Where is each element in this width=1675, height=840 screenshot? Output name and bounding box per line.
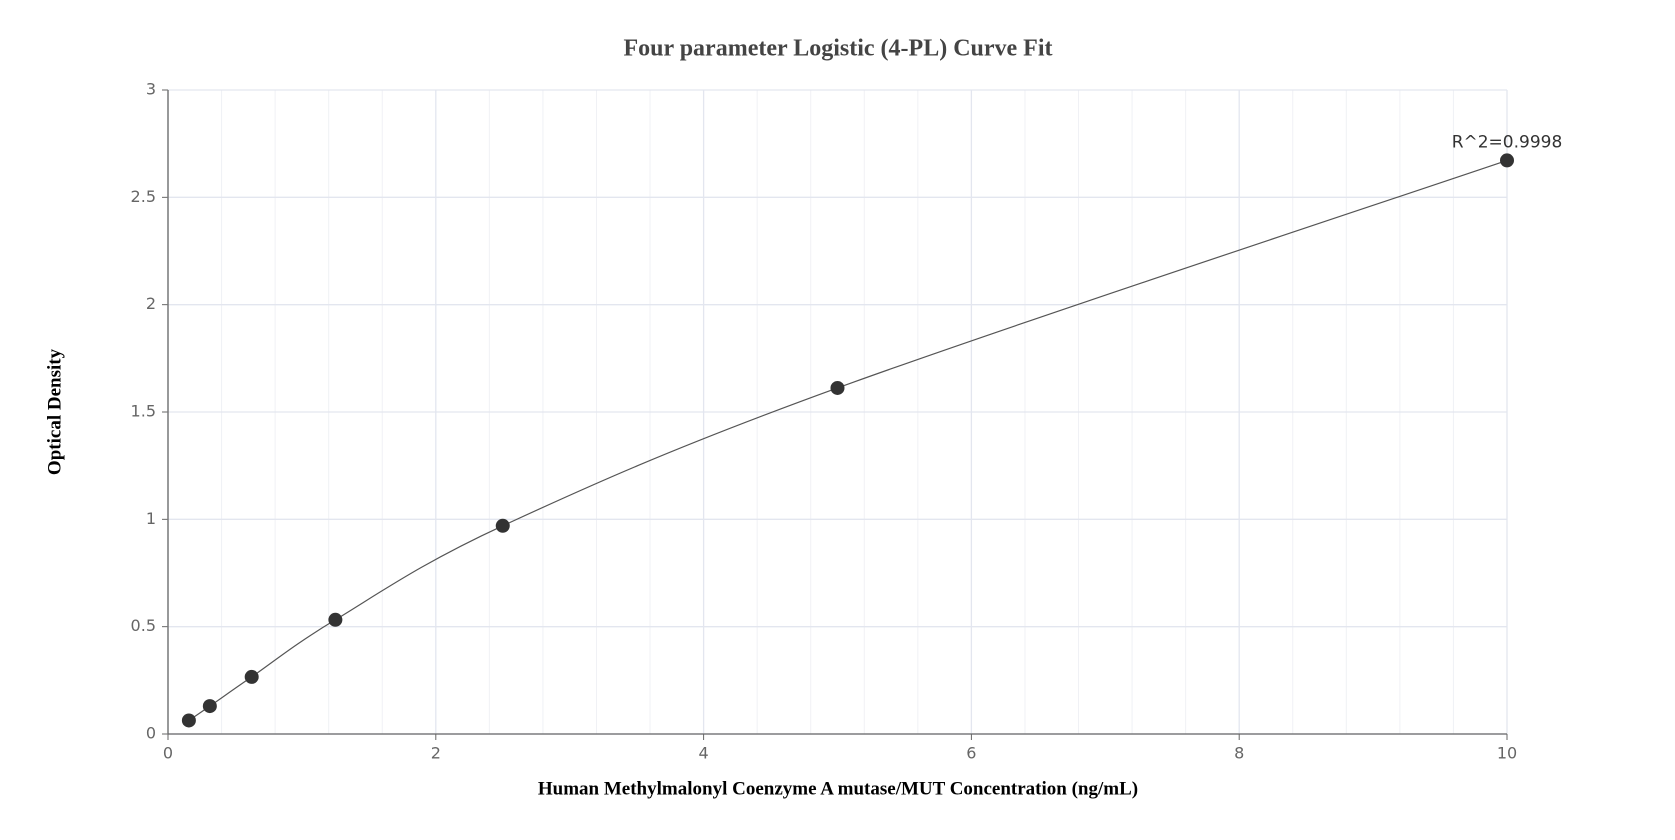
- chart-title: Four parameter Logistic (4-PL) Curve Fit: [623, 36, 1052, 62]
- x-tick-label: 10: [1497, 744, 1517, 763]
- data-point: [495, 518, 510, 533]
- x-tick-label: 2: [431, 744, 441, 763]
- x-tick-label: 4: [699, 744, 709, 763]
- y-tick-label: 0: [146, 724, 156, 743]
- y-tick-label: 0.5: [131, 616, 156, 635]
- y-axis-label: Optical Density: [44, 348, 65, 475]
- data-point: [202, 699, 217, 714]
- fit-curve: [188, 159, 1508, 721]
- x-tick-label: 6: [966, 744, 976, 763]
- y-tick-label: 3: [146, 80, 156, 99]
- x-axis-label: Human Methylmalonyl Coenzyme A mutase/MU…: [538, 778, 1138, 799]
- y-tick-label: 2: [146, 294, 156, 313]
- y-tick-label: 2.5: [131, 187, 156, 206]
- data-point: [244, 669, 259, 684]
- y-tick-label: 1: [146, 509, 156, 528]
- data-point: [181, 713, 196, 728]
- data-point: [1500, 153, 1514, 168]
- y-tick-label: 1.5: [131, 402, 156, 421]
- data-point: [830, 380, 845, 395]
- x-tick-label: 0: [163, 744, 173, 763]
- data-point: [328, 612, 343, 627]
- x-tick-label: 8: [1234, 744, 1244, 763]
- annotation: R^2=0.9998: [1452, 132, 1563, 152]
